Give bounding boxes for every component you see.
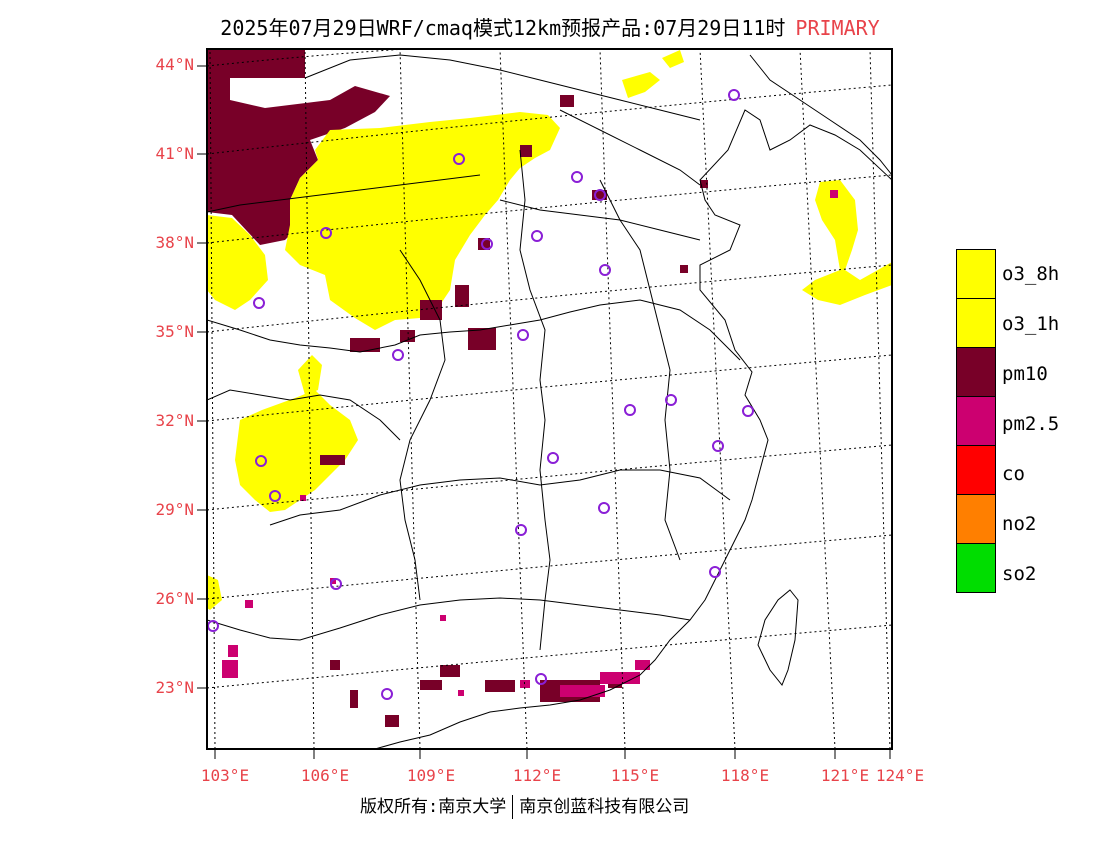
legend-label-pm25: pm2.5 xyxy=(1002,413,1060,435)
station-marker xyxy=(709,566,721,578)
station-marker xyxy=(742,405,754,417)
station-marker xyxy=(269,490,281,502)
lat-label: 35°N xyxy=(155,322,194,341)
legend-label-o3-1h: o3_1h xyxy=(1002,313,1060,335)
o3-area xyxy=(285,112,560,330)
station-marker xyxy=(624,404,636,416)
legend-swatch-o3-8h xyxy=(956,249,996,298)
province-line-11 xyxy=(499,199,701,241)
o3-area-ne2 xyxy=(662,50,684,68)
o3-region-north xyxy=(207,50,892,610)
lat-label: 23°N xyxy=(155,678,194,697)
province-line-5 xyxy=(519,149,551,651)
legend-swatch-so2 xyxy=(956,543,996,593)
legend-swatch-no2 xyxy=(956,494,996,543)
province-line-10 xyxy=(749,54,892,176)
copyright-footer: 版权所有:南京大学 南京创蓝科技有限公司 xyxy=(360,792,689,819)
pm10-area xyxy=(207,49,390,245)
legend-swatch-pm10 xyxy=(956,347,996,396)
station-marker xyxy=(381,688,393,700)
copyright-left: 版权所有:南京大学 xyxy=(360,797,507,817)
legend-swatch-o3-1h xyxy=(956,298,996,347)
o3-area-west xyxy=(207,215,268,310)
graticule xyxy=(207,49,892,749)
province-line-12 xyxy=(559,109,701,186)
legend-label-no2: no2 xyxy=(1002,513,1037,535)
province-line-7 xyxy=(207,389,401,441)
lon-label: 112°E xyxy=(512,766,562,785)
lon-label: 106°E xyxy=(300,766,350,785)
station-markers xyxy=(207,89,754,700)
legend-swatch-pm25 xyxy=(956,396,996,445)
lat-label: 38°N xyxy=(155,233,194,252)
province-line-2 xyxy=(269,469,731,526)
o3-area-sichuan xyxy=(235,390,358,512)
lon-label: 121°E xyxy=(820,766,870,785)
station-marker xyxy=(255,455,267,467)
legend xyxy=(956,249,1000,593)
footer-divider xyxy=(512,795,514,819)
pm25-spots xyxy=(222,190,838,697)
taiwan-outline xyxy=(757,589,799,686)
station-marker xyxy=(531,230,543,242)
station-marker xyxy=(517,329,529,341)
station-marker xyxy=(253,297,265,309)
station-marker xyxy=(571,171,583,183)
coastline xyxy=(374,109,892,749)
station-marker xyxy=(594,189,606,201)
station-marker xyxy=(515,524,527,536)
title-text: 2025年07月29日WRF/cmaq模式12km预报产品:07月29日11时 xyxy=(220,16,786,40)
title-tag: PRIMARY xyxy=(795,16,880,40)
province-line-1 xyxy=(207,299,741,361)
o3-area-east xyxy=(802,180,892,305)
station-marker xyxy=(598,502,610,514)
station-marker xyxy=(728,89,740,101)
lon-label: 109°E xyxy=(406,766,456,785)
province-line-3 xyxy=(207,597,691,641)
station-marker xyxy=(599,264,611,276)
station-marker xyxy=(207,620,219,632)
lon-label: 115°E xyxy=(610,766,660,785)
station-marker xyxy=(330,578,342,590)
copyright-right: 南京创蓝科技有限公司 xyxy=(519,797,690,817)
o3-area-sichuan-n xyxy=(298,355,322,395)
tick-marks xyxy=(197,65,891,759)
province-line-4 xyxy=(399,249,446,601)
o3-area-ne xyxy=(622,72,660,98)
station-marker xyxy=(481,238,493,250)
station-marker xyxy=(392,349,404,361)
station-marker xyxy=(535,673,547,685)
province-line-6 xyxy=(599,179,681,561)
lat-label: 44°N xyxy=(155,55,194,74)
map-frame xyxy=(206,48,893,750)
legend-label-co: co xyxy=(1002,463,1025,485)
station-marker xyxy=(547,452,559,464)
station-marker xyxy=(453,153,465,165)
station-marker xyxy=(712,440,724,452)
station-marker xyxy=(320,227,332,239)
lat-label: 29°N xyxy=(155,500,194,519)
lat-label: 26°N xyxy=(155,589,194,608)
lat-label: 32°N xyxy=(155,411,194,430)
legend-swatch-co xyxy=(956,445,996,494)
boundaries xyxy=(207,54,892,749)
station-marker xyxy=(665,394,677,406)
legend-label-so2: so2 xyxy=(1002,563,1037,585)
o3-area-sw xyxy=(207,575,222,610)
province-line-9 xyxy=(207,174,481,213)
province-line-8 xyxy=(304,54,701,121)
lon-label: 103°E xyxy=(200,766,250,785)
pm10-region-north xyxy=(207,49,390,245)
lon-label: 124°E xyxy=(875,766,925,785)
legend-label-o3-8h: o3_8h xyxy=(1002,263,1060,285)
lon-label: 118°E xyxy=(720,766,770,785)
lat-label: 41°N xyxy=(155,144,194,163)
legend-label-pm10: pm10 xyxy=(1002,363,1048,385)
map-title: 2025年07月29日WRF/cmaq模式12km预报产品:07月29日11时 P… xyxy=(0,12,1100,41)
